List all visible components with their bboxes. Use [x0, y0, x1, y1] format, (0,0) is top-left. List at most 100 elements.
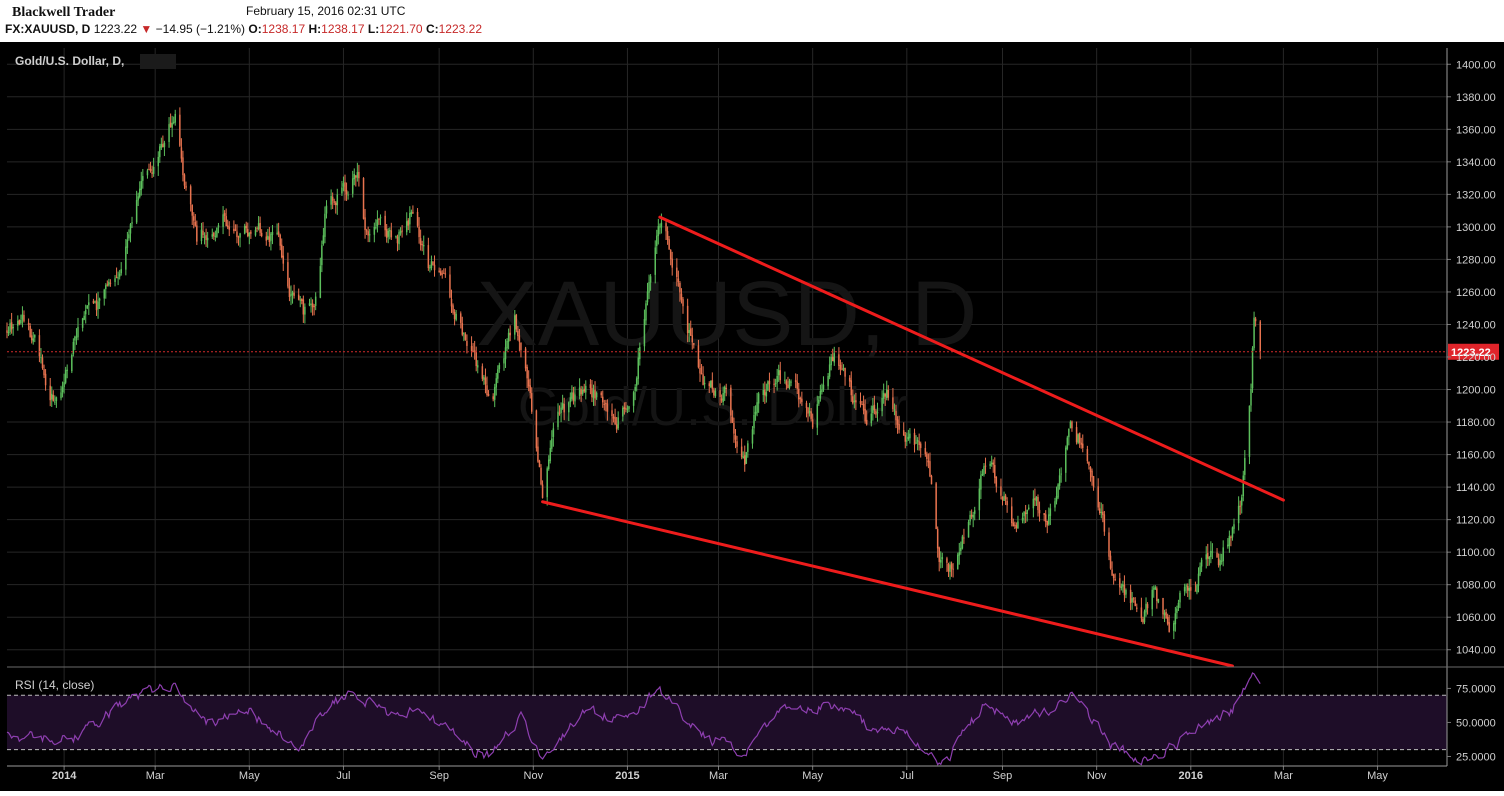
open-label: O:: [248, 22, 262, 36]
candle: [455, 313, 457, 320]
down-arrow-icon: ▼: [140, 22, 153, 36]
candle: [1194, 590, 1197, 592]
candle: [484, 377, 487, 385]
price-tick-label: 1080.00: [1456, 580, 1496, 592]
candle: [311, 303, 314, 308]
candle: [288, 286, 291, 297]
candle: [628, 406, 630, 409]
candle: [801, 398, 803, 402]
candle: [493, 387, 496, 400]
candle: [223, 213, 226, 216]
candle: [1143, 611, 1146, 623]
candle: [723, 386, 726, 394]
candle: [243, 225, 246, 234]
candle: [1089, 466, 1092, 473]
candle: [439, 271, 442, 275]
candle: [1017, 521, 1019, 529]
candle: [1151, 589, 1153, 610]
candle: [12, 326, 14, 329]
candle: [821, 389, 823, 392]
candle: [1237, 505, 1240, 524]
candle: [927, 460, 930, 463]
candle: [731, 416, 734, 423]
candle: [1060, 473, 1062, 475]
candle: [1210, 550, 1212, 557]
time-tick-label: Nov: [524, 770, 544, 782]
candle: [646, 291, 649, 303]
candle: [200, 229, 203, 241]
candle: [736, 441, 738, 447]
rsi-panel[interactable]: [6, 672, 1447, 766]
candle: [634, 387, 636, 391]
candle: [358, 171, 360, 179]
candle: [1023, 511, 1025, 517]
candle: [1027, 507, 1030, 510]
candle: [1220, 560, 1223, 562]
candle: [654, 247, 656, 275]
time-tick-label: Nov: [1087, 770, 1107, 782]
candle: [540, 467, 542, 485]
candle: [622, 407, 624, 417]
candle: [909, 433, 911, 439]
price-chart-svg[interactable]: XAUUSD, D Gold/U.S. Dollar 1223.22 1400.…: [0, 42, 1504, 791]
candle: [697, 345, 700, 368]
candle: [20, 320, 22, 324]
time-tick-label: Sep: [993, 770, 1013, 782]
candle: [583, 388, 585, 392]
candle: [639, 346, 641, 360]
candle: [94, 301, 96, 303]
candle: [659, 226, 661, 228]
candle: [287, 262, 289, 287]
candle: [1034, 498, 1036, 500]
candle: [34, 334, 36, 338]
candle: [850, 380, 852, 396]
candle: [668, 239, 670, 250]
candle: [865, 419, 868, 425]
candle: [157, 156, 160, 167]
candle: [171, 122, 173, 128]
candle: [373, 226, 376, 235]
candle: [885, 389, 888, 398]
candle: [568, 402, 570, 413]
candle: [355, 175, 357, 178]
candle: [1140, 607, 1143, 619]
lower-trendline: [541, 500, 1234, 668]
candle: [1071, 421, 1073, 429]
candle: [353, 174, 356, 180]
candle: [427, 245, 430, 269]
chart-area[interactable]: XAUUSD, D Gold/U.S. Dollar 1223.22 1400.…: [0, 42, 1504, 791]
candle: [179, 114, 181, 146]
candle: [926, 453, 928, 459]
candle: [290, 294, 292, 297]
candle: [984, 465, 987, 467]
candle: [938, 547, 940, 562]
candle: [656, 235, 658, 247]
rsi-line: [6, 672, 1261, 766]
candle: [43, 369, 45, 376]
candle: [585, 385, 587, 393]
candles[interactable]: [6, 107, 1261, 640]
candle: [1003, 496, 1005, 501]
candle: [128, 234, 130, 239]
candle: [387, 230, 389, 237]
candle: [1134, 600, 1136, 607]
candle: [896, 419, 899, 425]
candle: [375, 227, 377, 229]
candle: [929, 461, 931, 477]
candle: [30, 335, 33, 341]
candle: [906, 440, 908, 442]
time-tick-label: Jul: [336, 770, 350, 782]
candle: [106, 284, 109, 286]
candle: [259, 222, 261, 233]
candle: [444, 273, 447, 275]
candle: [946, 558, 948, 563]
candle: [88, 302, 90, 306]
candle: [239, 233, 241, 238]
candle: [1066, 437, 1069, 449]
candle: [297, 294, 300, 300]
candle: [1254, 318, 1257, 322]
candle: [1098, 508, 1101, 514]
candle: [742, 456, 744, 459]
candle: [785, 381, 788, 386]
candle: [989, 463, 991, 466]
